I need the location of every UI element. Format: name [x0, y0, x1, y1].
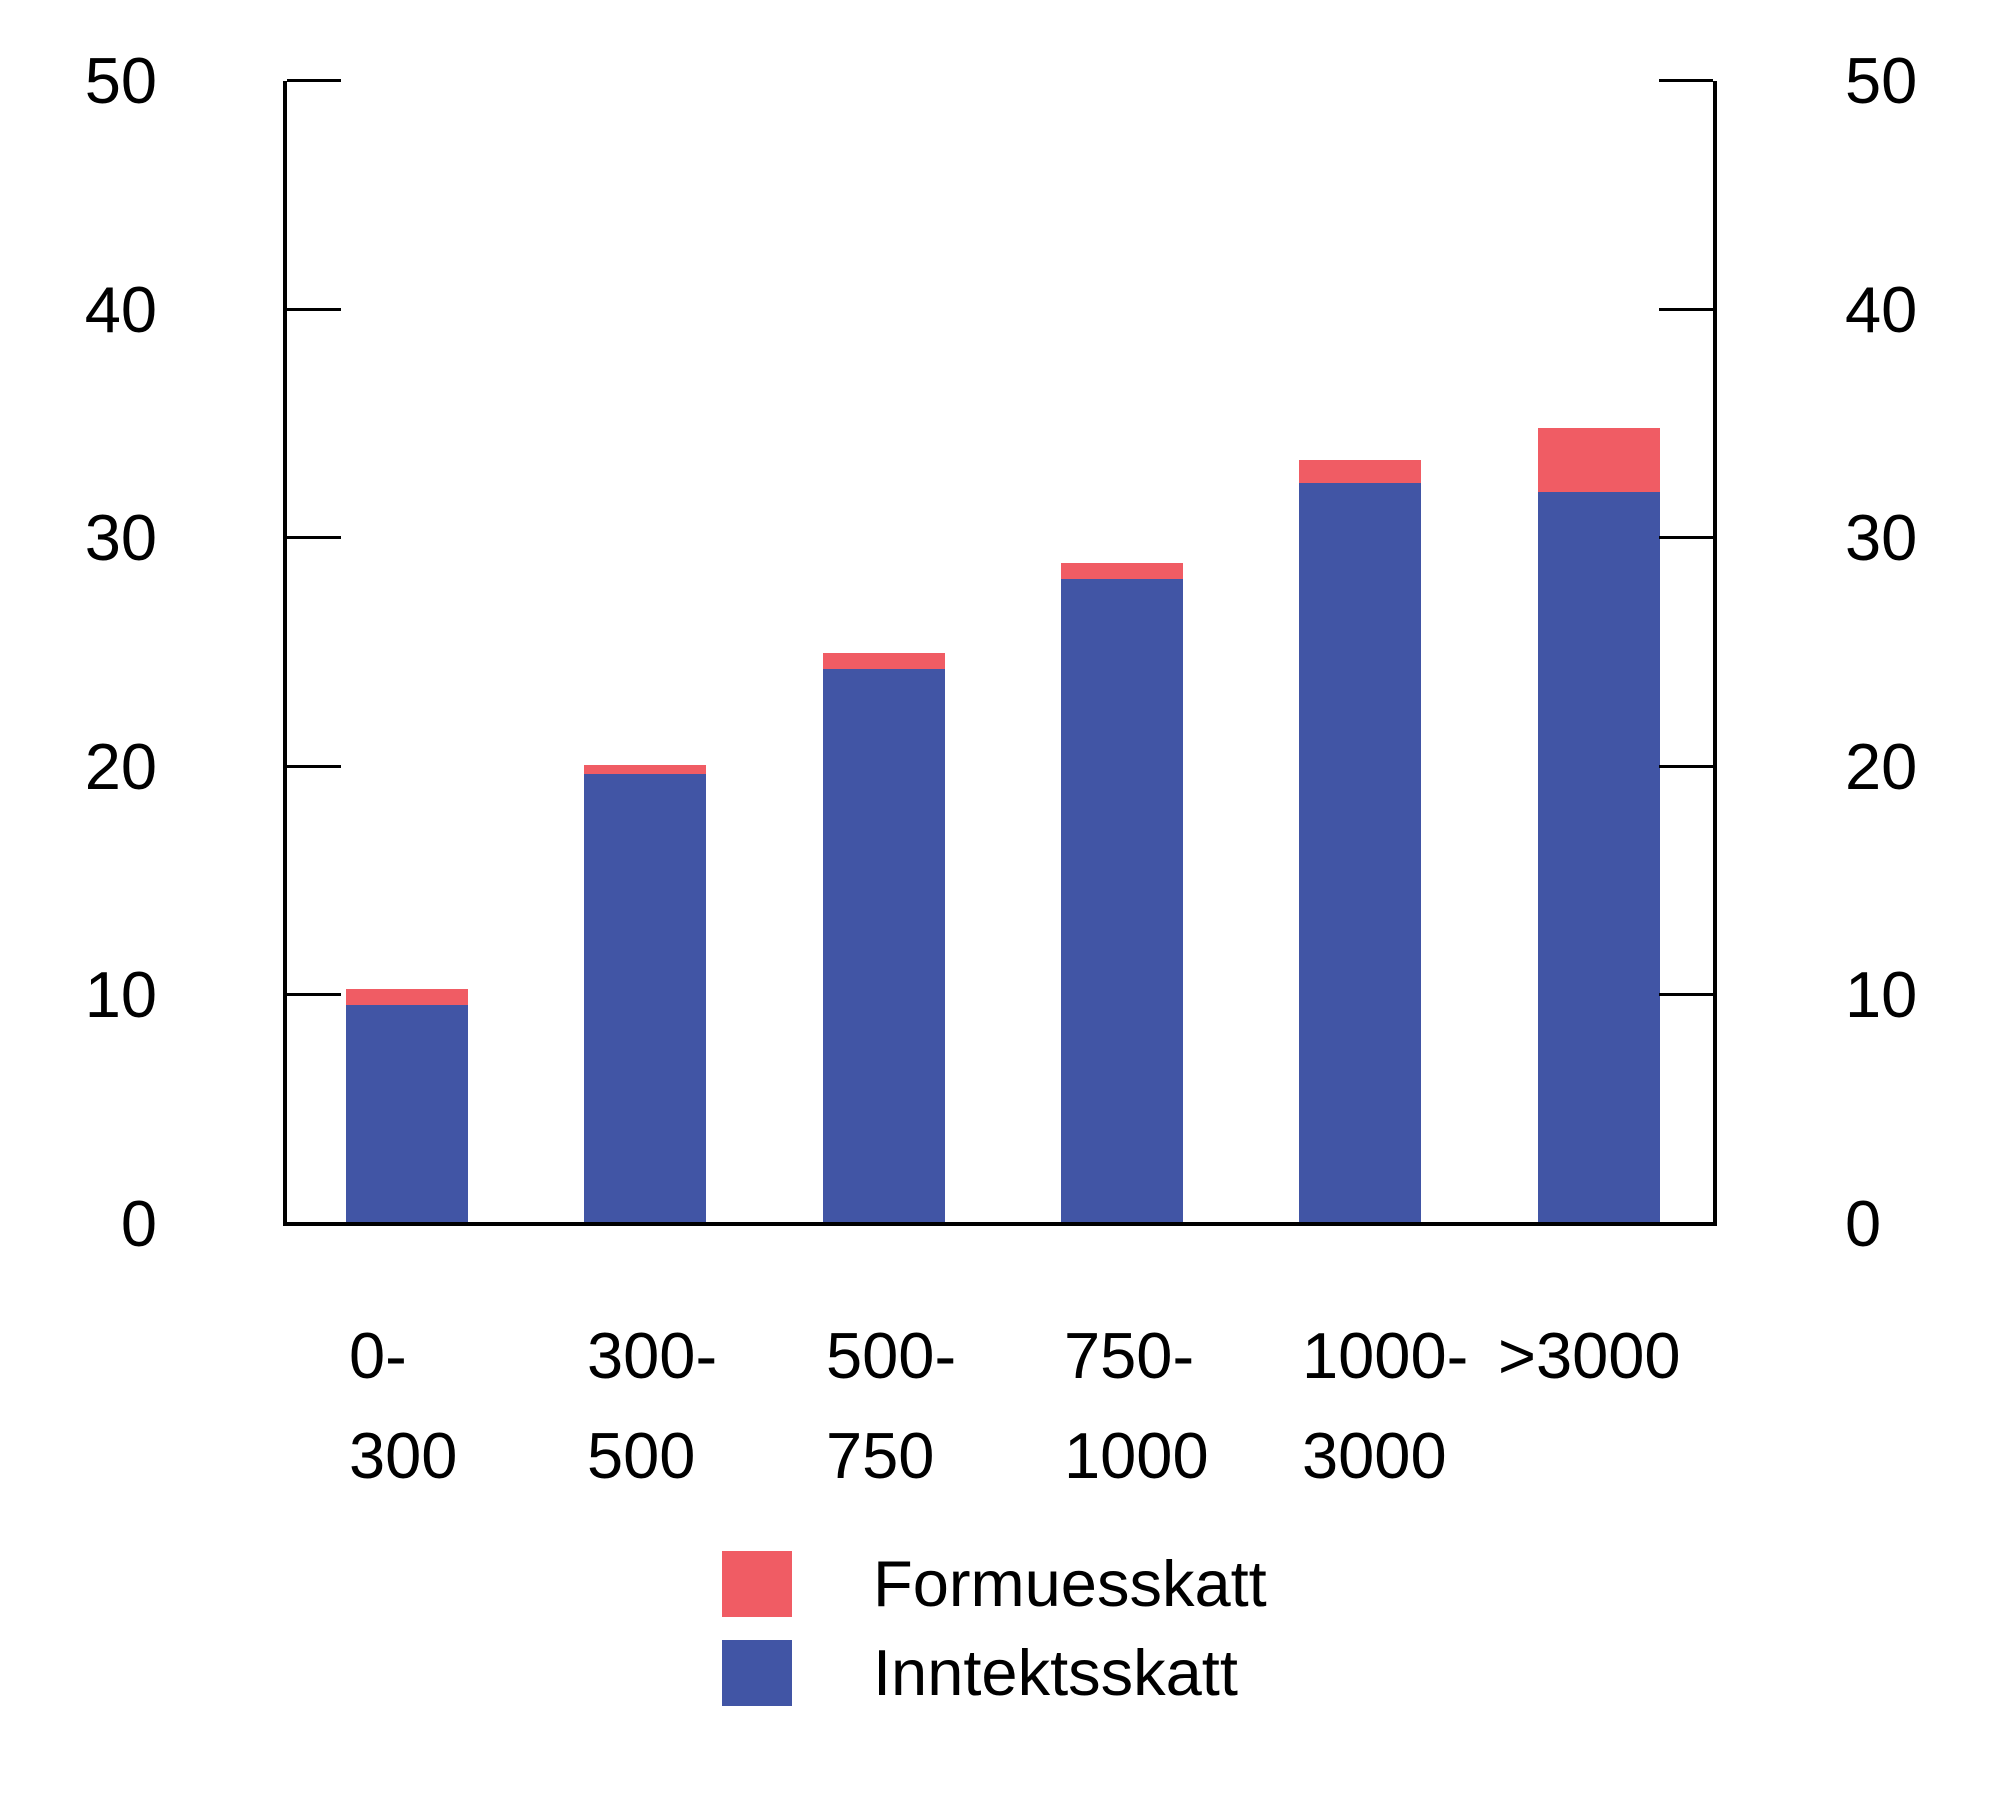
x-tick-label-750-1000-line2: 1000 — [1064, 1419, 1209, 1492]
bar-segment-inntektsskatt-500-750 — [823, 668, 945, 1224]
y-tick-label-right-10: 10 — [1845, 958, 1918, 1032]
y-tick-right-50 — [1659, 79, 1713, 82]
y-tick-right-30 — [1659, 536, 1713, 540]
bar-segment-inntektsskatt-300-500 — [584, 773, 706, 1224]
y-tick-left-50 — [287, 79, 341, 82]
y-tick-left-10 — [287, 993, 341, 997]
x-tick-label-0-300-line2: 300 — [349, 1419, 458, 1492]
y-tick-left-30 — [287, 536, 341, 540]
y-tick-label-left-10: 10 — [84, 958, 157, 1032]
x-tick-label->3000-line1: >3000 — [1498, 1319, 1681, 1392]
x-tick-label-1000-3000-line1: 1000- — [1302, 1319, 1469, 1392]
bar-segment-inntektsskatt-1000-3000 — [1299, 483, 1421, 1224]
y-tick-left-20 — [287, 764, 341, 768]
y-tick-label-right-30: 30 — [1845, 501, 1918, 575]
bar-segment-formuesskatt-1000-3000 — [1299, 460, 1421, 484]
y-axis-right-line — [1713, 81, 1717, 1226]
bar-segment-formuesskatt-500-750 — [823, 652, 945, 669]
y-tick-right-10 — [1659, 993, 1713, 997]
bar-segment-formuesskatt-0-300 — [346, 988, 468, 1005]
x-tick-label-1000-3000-line2: 3000 — [1302, 1419, 1447, 1492]
y-tick-label-left-0: 0 — [120, 1187, 157, 1260]
y-tick-label-left-40: 40 — [84, 272, 157, 346]
bar-segment-formuesskatt-750-1000 — [1061, 563, 1183, 580]
x-tick-label-0-300-line1: 0- — [349, 1319, 407, 1392]
y-axis-left-line — [283, 81, 287, 1226]
bar-segment-inntektsskatt-0-300 — [346, 1004, 468, 1224]
y-tick-label-left-30: 30 — [84, 501, 157, 575]
y-tick-right-40 — [1659, 307, 1713, 311]
y-tick-label-right-0: 0 — [1845, 1187, 1882, 1260]
y-tick-label-right-40: 40 — [1845, 272, 1918, 346]
x-tick-label-500-750-line2: 750 — [826, 1419, 935, 1492]
bar-segment-formuesskatt-300-500 — [584, 764, 706, 774]
y-tick-label-right-50: 50 — [1845, 44, 1918, 117]
x-tick-label-300-500-line1: 300- — [587, 1319, 718, 1392]
y-tick-label-left-50: 50 — [84, 44, 157, 117]
bar-segment-inntektsskatt-750-1000 — [1061, 579, 1183, 1224]
x-axis-baseline — [283, 1222, 1717, 1226]
x-tick-label-500-750-line1: 500- — [826, 1319, 957, 1392]
x-tick-label-300-500-line2: 500 — [587, 1419, 696, 1492]
x-tick-label-750-1000-line1: 750- — [1064, 1319, 1195, 1392]
bar-segment-inntektsskatt->3000 — [1538, 492, 1660, 1224]
y-tick-label-left-20: 20 — [84, 729, 157, 803]
y-tick-right-20 — [1659, 764, 1713, 768]
bar-segment-formuesskatt->3000 — [1538, 428, 1660, 493]
y-tick-left-40 — [287, 307, 341, 311]
y-tick-label-right-20: 20 — [1845, 729, 1918, 803]
